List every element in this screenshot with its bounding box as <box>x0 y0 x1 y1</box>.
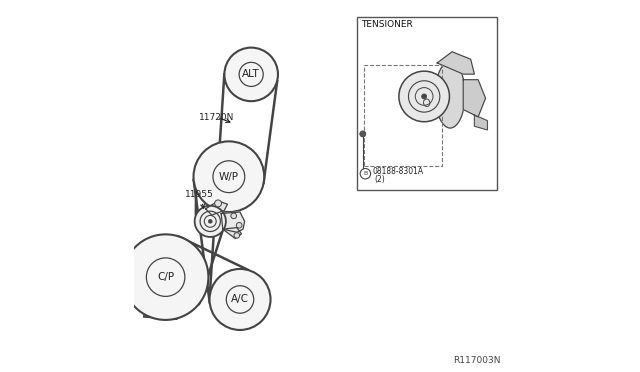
Text: (2): (2) <box>374 175 385 184</box>
Polygon shape <box>474 115 488 130</box>
Text: A/C: A/C <box>231 295 249 304</box>
Text: 08188-8301A: 08188-8301A <box>373 167 424 176</box>
Circle shape <box>422 94 427 99</box>
Circle shape <box>234 232 239 238</box>
Polygon shape <box>223 228 241 238</box>
Circle shape <box>195 206 226 237</box>
Circle shape <box>399 71 449 122</box>
Ellipse shape <box>435 61 465 128</box>
Polygon shape <box>205 201 227 215</box>
Text: W/P: W/P <box>219 172 239 182</box>
Circle shape <box>236 222 242 228</box>
Polygon shape <box>463 80 486 117</box>
Circle shape <box>360 131 365 137</box>
Polygon shape <box>437 52 474 74</box>
Circle shape <box>209 219 212 223</box>
Circle shape <box>225 48 278 101</box>
Text: C/P: C/P <box>157 272 174 282</box>
Circle shape <box>193 141 264 212</box>
Text: ALT: ALT <box>243 70 260 79</box>
Polygon shape <box>221 212 244 232</box>
Text: B: B <box>364 171 367 176</box>
Circle shape <box>214 200 221 207</box>
Text: R117003N: R117003N <box>453 356 500 365</box>
Circle shape <box>123 234 209 320</box>
Text: 11720N: 11720N <box>199 113 234 122</box>
Text: 11955: 11955 <box>186 190 214 208</box>
Bar <box>364 65 442 166</box>
Text: TENSIONER: TENSIONER <box>361 20 413 29</box>
Circle shape <box>209 269 271 330</box>
Bar <box>357 17 497 190</box>
Circle shape <box>231 213 237 219</box>
